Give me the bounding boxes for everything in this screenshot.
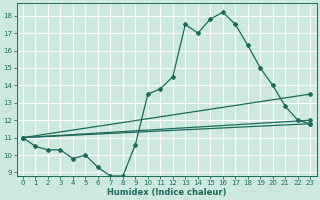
X-axis label: Humidex (Indice chaleur): Humidex (Indice chaleur) — [107, 188, 226, 197]
